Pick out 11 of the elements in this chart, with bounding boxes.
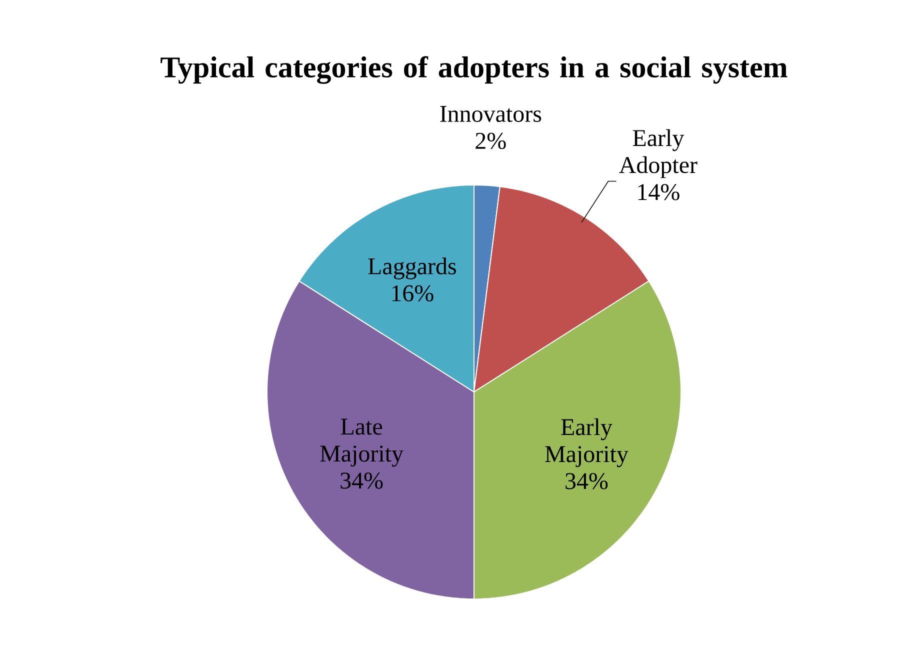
slice-label: Late Majority [320,418,404,467]
data-label: 16% [392,285,434,302]
slice-label: Innovators [440,106,542,122]
data-label: 2% [476,132,506,150]
chart-title: Typical categories of adopters in a social system [160,56,788,84]
data-label: 34% [340,472,383,489]
slice-label: Early Adopter [619,129,698,178]
data-label: 14% [638,184,680,200]
slice-label: Laggards [368,258,456,280]
data-label: 34% [566,473,608,490]
slice-label: Early Majority [545,418,628,468]
